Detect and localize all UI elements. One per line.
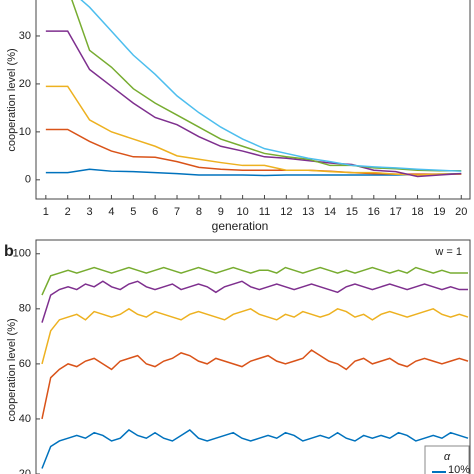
y-tick-label: 20	[19, 468, 31, 474]
y-tick-label: 80	[19, 303, 31, 315]
x-tick-label: 10	[236, 206, 248, 218]
line	[45, 168, 462, 177]
y-tick-label: 60	[19, 358, 31, 370]
line	[41, 266, 468, 296]
line	[41, 307, 469, 365]
line	[45, 30, 462, 178]
annotation: w = 1	[434, 246, 462, 258]
x-tick-label: 4	[108, 206, 114, 218]
line	[41, 429, 469, 469]
y-axis-label: cooperation level (%)	[6, 48, 18, 151]
x-tick-label: 12	[280, 206, 292, 218]
x-tick-label: 1	[43, 206, 49, 218]
axes-box	[35, 239, 471, 474]
x-tick-label: 16	[368, 206, 380, 218]
y-axis-label: cooperation level (%)	[6, 318, 18, 421]
line	[71, 0, 462, 172]
x-tick-label: 8	[196, 206, 202, 218]
x-tick-label: 5	[130, 206, 136, 218]
y-tick-label: 10	[19, 126, 31, 138]
y-tick-label: 20	[19, 78, 31, 90]
x-tick-label: 13	[302, 206, 314, 218]
y-tick-label: 40	[19, 413, 31, 425]
line	[41, 349, 469, 420]
axes-box	[35, 0, 471, 200]
x-tick-label: 15	[346, 206, 358, 218]
legend-title: α	[444, 451, 451, 463]
legend-entry: 10%	[448, 464, 470, 474]
x-tick-label: 19	[433, 206, 445, 218]
line	[45, 85, 462, 176]
y-tick-label: 100	[13, 248, 31, 260]
x-axis-label: generation	[212, 219, 269, 233]
x-tick-label: 20	[455, 206, 467, 218]
x-tick-label: 17	[390, 206, 402, 218]
y-tick-label: 0	[25, 174, 31, 186]
x-tick-label: 11	[259, 206, 270, 218]
x-tick-label: 18	[411, 206, 423, 218]
x-tick-label: 2	[65, 206, 71, 218]
x-tick-label: 3	[87, 206, 93, 218]
legend-box	[424, 445, 470, 474]
x-tick-label: 9	[218, 206, 224, 218]
x-tick-label: 14	[324, 206, 336, 218]
line	[80, 0, 462, 172]
y-tick-label: 30	[19, 30, 31, 42]
x-tick-label: 6	[152, 206, 158, 218]
line	[41, 280, 468, 323]
x-tick-label: 7	[174, 206, 180, 218]
panel-label: b	[4, 243, 14, 260]
